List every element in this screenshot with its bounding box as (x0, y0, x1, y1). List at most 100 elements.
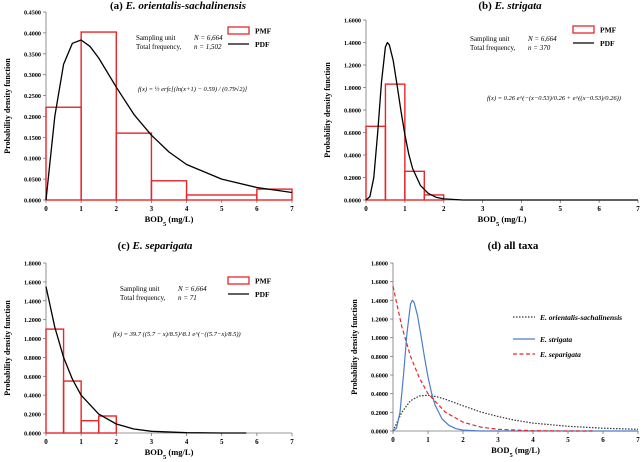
y-tick-label: 0.3500 (24, 51, 41, 58)
legend-pmf-label: PMF (255, 277, 272, 286)
y-tick-label: 1.6000 (371, 279, 388, 286)
y-tick-label: 1.4000 (371, 298, 388, 305)
y-tick-label: 0.3000 (24, 72, 41, 79)
chart-panel-3: (d) all taxa 0.0000 0.2000 0.4000 0.6000 0.80… (350, 240, 640, 459)
x-tick-label: 2 (461, 436, 465, 444)
pmf-bar (80, 31, 117, 201)
y-tick-label: 0.0000 (344, 198, 361, 205)
legend-pmf-swatch (572, 25, 595, 34)
y-axis-label: Probability density function (3, 300, 12, 396)
legend-pmf-swatch (227, 26, 250, 35)
formula: f(x) = ½ erfc[(ln(x+1) − 0.59) / (0.79√2… (138, 85, 248, 93)
x-axis-label: BOD5 (mg/L) (145, 447, 194, 461)
chart-title: (b) E. strigata (478, 0, 542, 12)
x-tick-label: 1 (79, 438, 83, 446)
x-tick-label: 3 (150, 205, 154, 213)
x-tick-label: 4 (520, 205, 524, 213)
x-tick-label: 2 (442, 205, 446, 213)
x-tick-label: 6 (255, 205, 259, 213)
y-tick-label: 0.0000 (24, 431, 41, 438)
y-axis-label: Probability density function (323, 62, 332, 158)
legend-label: E. orientalis-sachalinensis (539, 313, 622, 322)
info-n-sample: n = 370 (528, 44, 551, 52)
info-sampling-unit: Sampling unit (120, 285, 160, 293)
y-tick-label: 0.6000 (24, 374, 41, 381)
x-axis-label: BOD5 (mg/L) (145, 214, 194, 228)
legend-pmf-swatch (227, 276, 250, 285)
y-tick-label: 0.4000 (344, 153, 361, 160)
formula: f(x) = 39.7 ((5.7 − x)/8.5)^8.1 e^(−((5.… (113, 331, 241, 338)
x-tick-label: 7 (636, 205, 640, 213)
x-tick-label: 6 (601, 436, 605, 444)
y-tick-label: 1.4000 (344, 40, 361, 47)
y-tick-label: 1.0000 (371, 335, 388, 342)
x-tick-label: 3 (496, 436, 500, 444)
legend-label: E. separigata (539, 350, 581, 359)
y-tick-label: 0.4000 (24, 30, 41, 37)
x-tick-label: 6 (597, 205, 601, 213)
chart-title: (c) E. separigata (118, 240, 193, 252)
legend-pdf-label: PDF (255, 40, 270, 49)
x-axis-label: BOD5 (mg/L) (491, 445, 540, 459)
x-tick-label: 7 (290, 205, 294, 213)
x-tick-label: 0 (44, 205, 48, 213)
pmf-bar (115, 132, 153, 201)
x-tick-label: 7 (290, 438, 294, 446)
y-tick-label: 0.8000 (344, 108, 361, 115)
x-tick-label: 4 (185, 438, 189, 446)
pmf-bar (45, 328, 65, 434)
y-tick-label: 0.4000 (24, 393, 41, 400)
info-total-frequency: Total frequency, (136, 43, 182, 51)
info-sampling-unit: Sampling unit (136, 34, 176, 42)
x-tick-label: 5 (566, 436, 570, 444)
y-tick-label: 1.2000 (344, 63, 361, 70)
y-tick-label: 0.8000 (371, 354, 388, 361)
pmf-bar (150, 180, 188, 201)
legend-label: E. strigata (539, 335, 572, 344)
series-line (392, 394, 639, 432)
y-tick-label: 0.4000 (371, 391, 388, 398)
x-tick-label: 2 (115, 205, 119, 213)
y-tick-label: 1.0000 (24, 336, 41, 343)
y-tick-label: 0.6000 (371, 373, 388, 380)
y-tick-label: 0.0000 (24, 198, 41, 205)
info-n-sample: n = 1,502 (194, 43, 222, 51)
info-n-total: N = 6,664 (527, 35, 557, 43)
y-tick-label: 1.6000 (344, 18, 361, 25)
x-tick-label: 6 (255, 438, 259, 446)
info-total-frequency: Total frequency, (120, 294, 166, 302)
y-tick-label: 1.0000 (344, 85, 361, 92)
y-tick-label: 0.2000 (24, 114, 41, 121)
x-tick-label: 2 (115, 438, 119, 446)
chart-title: (d) all taxa (488, 240, 539, 252)
y-tick-label: 0.6000 (344, 130, 361, 137)
x-tick-label: 1 (403, 205, 407, 213)
pmf-bar (62, 380, 82, 434)
y-tick-label: 0.0500 (24, 177, 41, 184)
x-tick-label: 1 (79, 205, 83, 213)
y-tick-label: 0.2000 (344, 175, 361, 182)
y-axis-label: Probability density function (350, 299, 359, 395)
info-n-total: N = 6,664 (193, 34, 223, 42)
x-tick-label: 0 (391, 436, 395, 444)
legend-pmf-label: PMF (255, 27, 272, 36)
x-tick-label: 5 (559, 205, 563, 213)
series-line (45, 39, 293, 201)
series-line (45, 286, 247, 434)
y-tick-label: 0.1500 (24, 135, 41, 142)
formula: f(x) = 0.26 e^(−(x−0.53)/0.26 + e^((x−0.… (487, 95, 621, 102)
pmf-bar (365, 125, 387, 201)
pmf-bar (256, 188, 293, 201)
y-tick-label: 0.2500 (24, 93, 41, 100)
pmf-bar (384, 83, 406, 201)
y-tick-label: 1.6000 (24, 279, 41, 286)
pmf-bar (80, 420, 100, 434)
x-tick-label: 7 (636, 436, 640, 444)
pmf-bar (423, 194, 445, 201)
y-tick-label: 0.0000 (371, 429, 388, 436)
info-n-sample: n = 71 (178, 294, 197, 302)
chart-title: (a) E. orientalis-sachalinensis (110, 0, 246, 12)
y-tick-label: 0.8000 (24, 355, 41, 362)
x-tick-label: 5 (220, 438, 224, 446)
